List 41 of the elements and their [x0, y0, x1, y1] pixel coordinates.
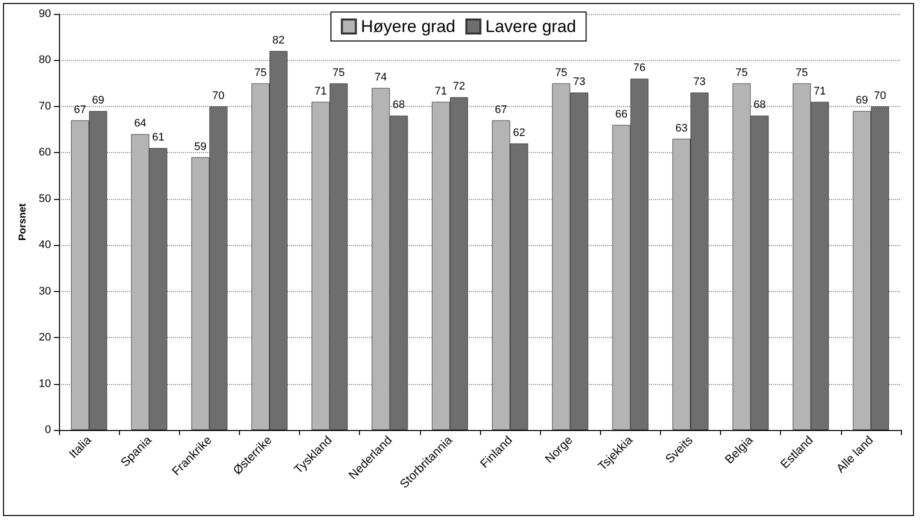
y-tick-label: 10: [38, 378, 51, 390]
data-label: 70: [874, 90, 886, 102]
data-label: 69: [92, 94, 104, 107]
data-label: 69: [856, 94, 868, 107]
data-label: 66: [615, 108, 628, 120]
data-label: 68: [754, 99, 766, 112]
y-tick-label: 0: [44, 424, 51, 436]
data-label: 76: [633, 62, 646, 74]
y-tick-label: 60: [38, 146, 51, 159]
data-label: 75: [332, 66, 345, 79]
data-label: 63: [675, 122, 688, 134]
y-tick-label: 80: [38, 54, 51, 66]
data-label: 61: [152, 132, 164, 144]
y-tick-label: 70: [38, 100, 51, 112]
data-label: 72: [452, 80, 466, 93]
data-label: 71: [434, 85, 448, 98]
data-label: 59: [194, 140, 206, 153]
y-tick-label: 40: [38, 239, 51, 252]
data-label: 73: [573, 76, 586, 88]
data-label: 70: [212, 90, 225, 102]
data-label: 64: [134, 118, 146, 130]
data-label: 67: [494, 104, 508, 116]
data-label: 74: [374, 71, 387, 84]
data-label: 75: [735, 66, 748, 79]
y-axis-title: Porsnet: [17, 202, 28, 241]
y-tick-label: 90: [38, 8, 51, 20]
y-tick-label: 20: [38, 332, 51, 344]
data-label: 68: [392, 99, 405, 112]
data-label: 62: [512, 126, 526, 139]
y-tick-label: 50: [38, 192, 51, 205]
data-label: 71: [814, 85, 826, 98]
data-label: 67: [74, 104, 86, 116]
y-tick-label: 30: [38, 285, 51, 298]
legend-label: Lavere grad: [485, 17, 576, 36]
legend-label: Høyere grad: [360, 17, 456, 36]
data-label: 75: [254, 66, 267, 79]
data-label: 75: [555, 66, 568, 79]
data-label: 73: [693, 76, 706, 88]
data-label: 75: [796, 66, 808, 79]
data-label: 71: [314, 85, 327, 98]
data-label: 82: [272, 34, 285, 46]
